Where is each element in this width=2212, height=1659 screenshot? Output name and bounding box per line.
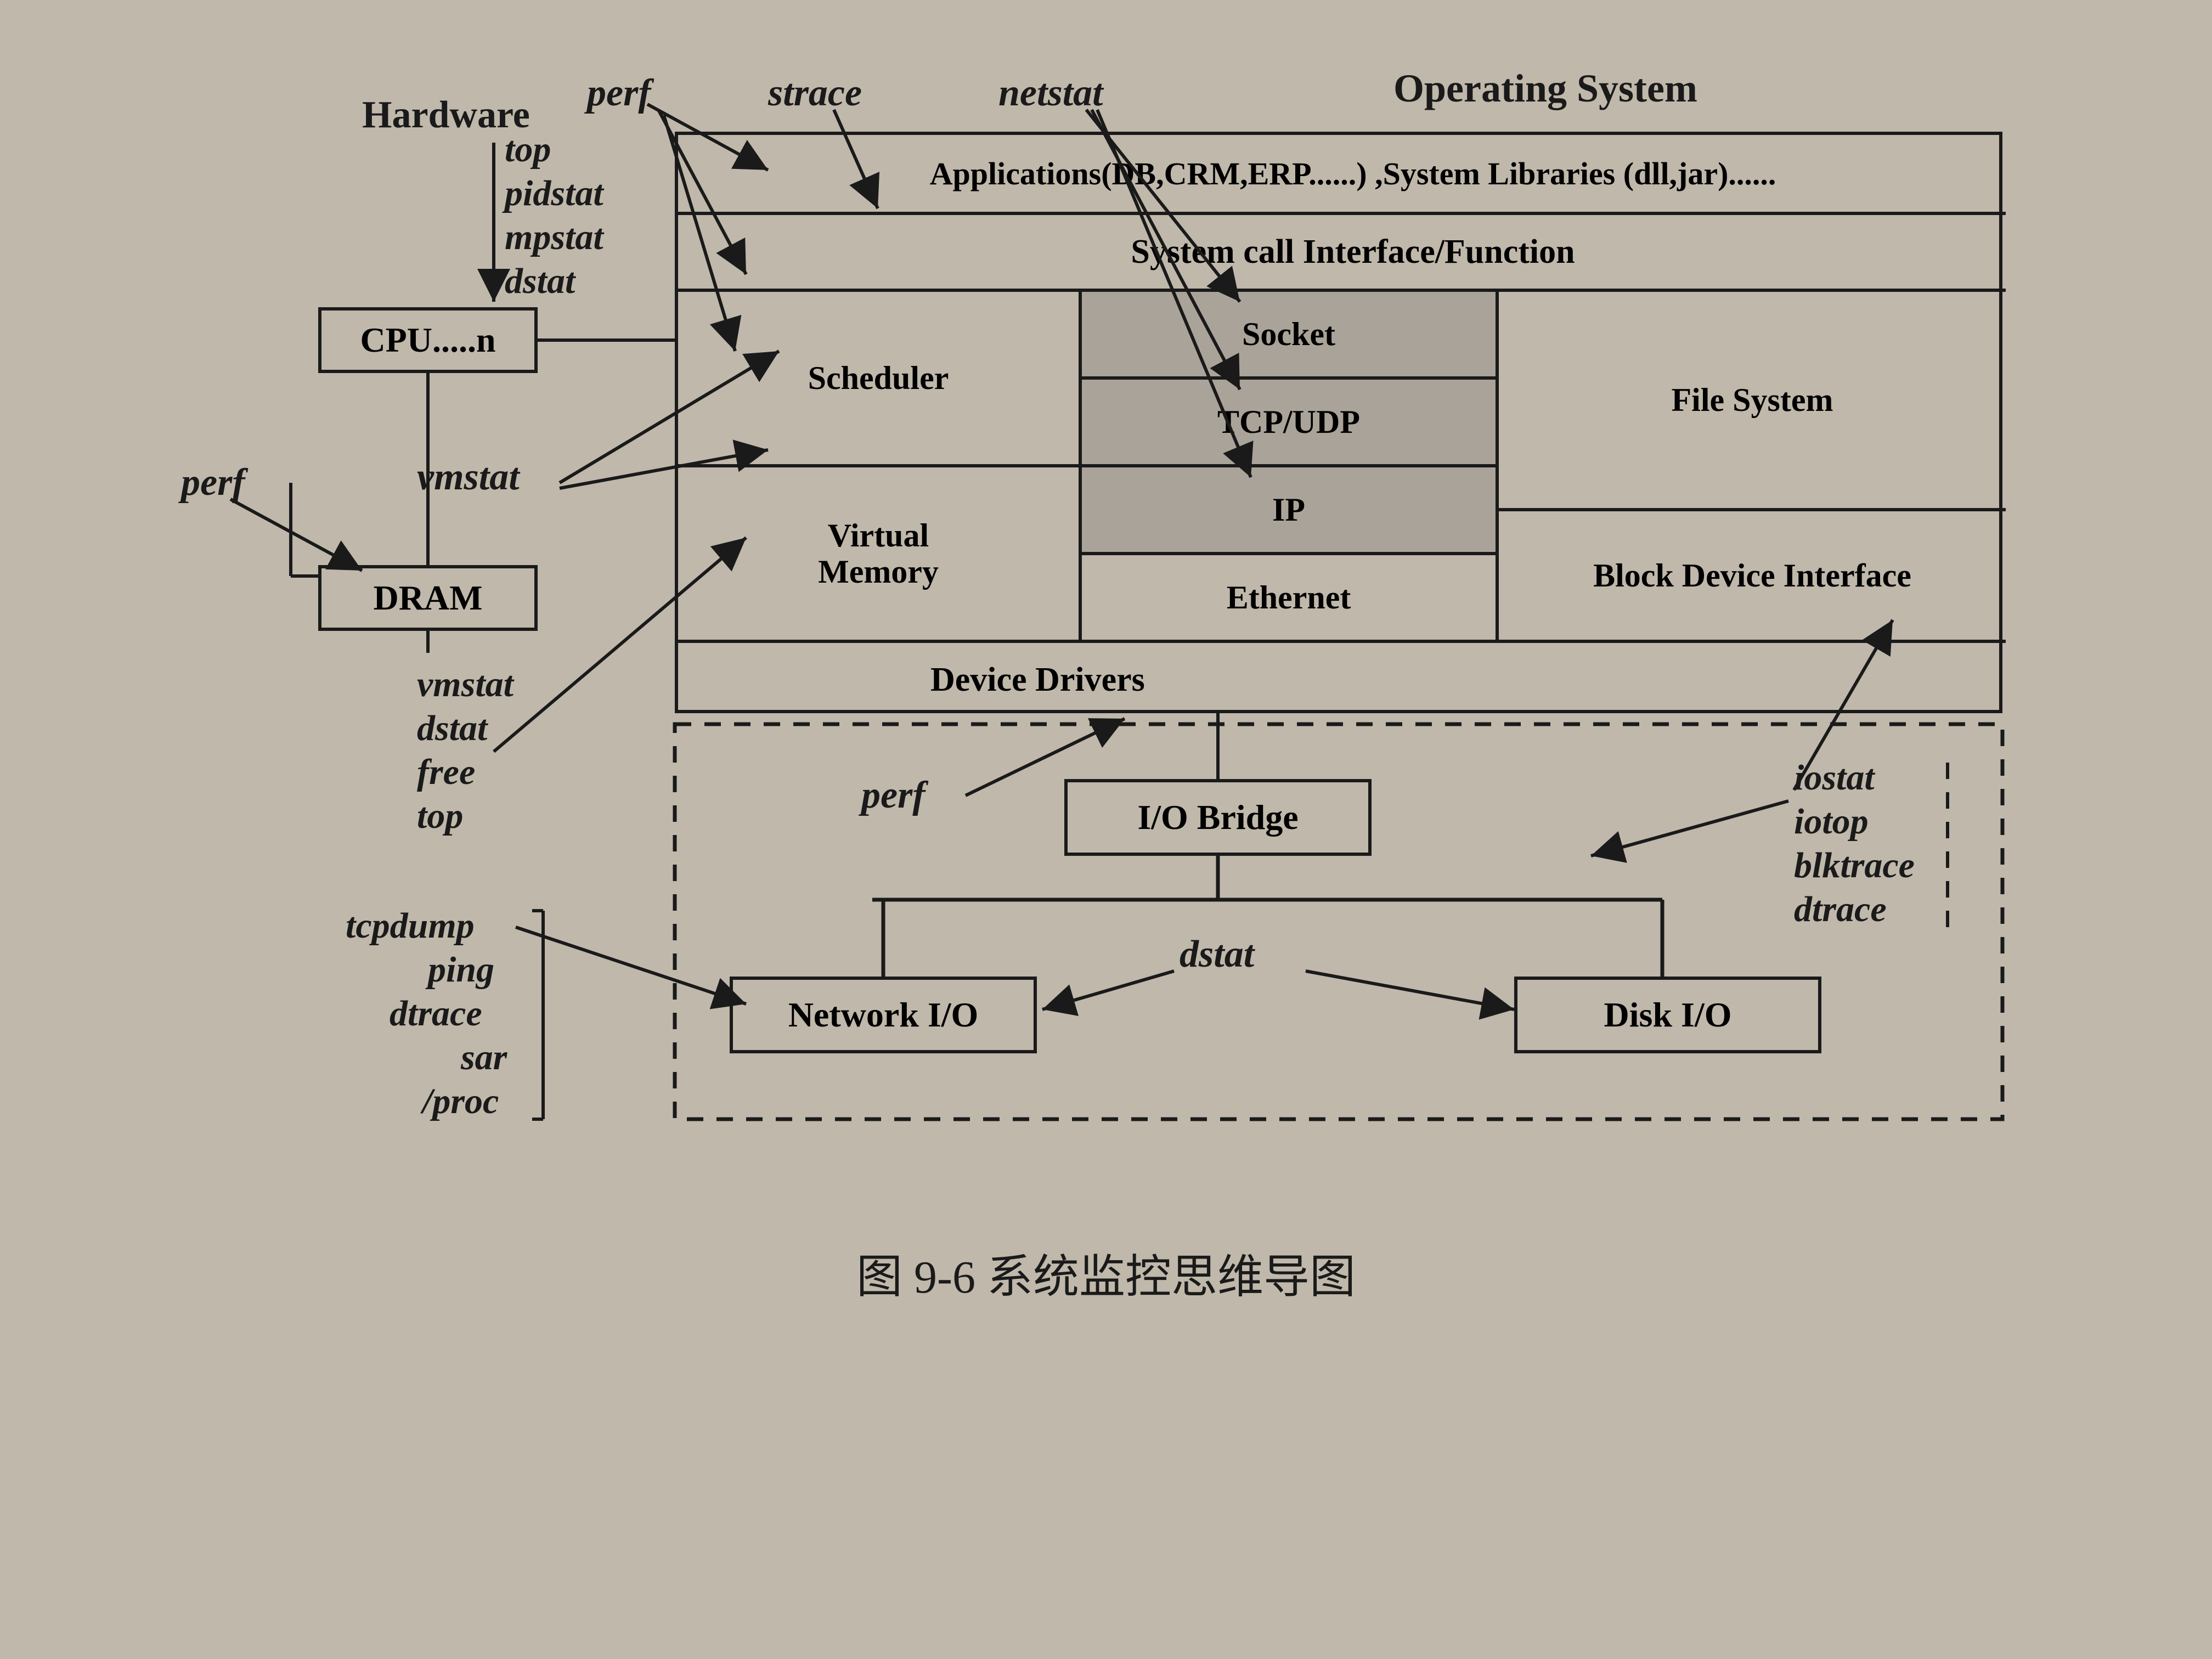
tool-label-free: free — [417, 752, 475, 793]
os-cell-0-1: Virtual Memory — [678, 464, 1079, 640]
tool-label-dstat: dstat — [505, 261, 575, 302]
network-io-box: Network I/O — [730, 977, 1037, 1053]
hw-dram-box: DRAM — [318, 565, 538, 631]
header-os: Operating System — [1393, 66, 1697, 111]
tool-label-dtrace2: dtrace — [1794, 889, 1887, 930]
tool-label-vmstat1: vmstat — [417, 455, 520, 499]
os-cell-2-0: File System — [1496, 289, 2006, 508]
os-cell-2-1: Block Device Interface — [1496, 508, 2006, 640]
tool-label-proc: /proc — [422, 1081, 499, 1122]
hw-cpu-label: CPU.....n — [360, 320, 495, 360]
tool-label-pidstat: pidstat — [505, 173, 603, 215]
io-bridge-label: I/O Bridge — [1137, 797, 1298, 838]
tool-label-strace: strace — [768, 71, 862, 115]
network-io-label: Network I/O — [788, 995, 979, 1035]
os-cell-1-0: Socket — [1079, 289, 1496, 376]
tool-label-perf_mid: perf — [861, 774, 926, 817]
tool-label-vmstat2: vmstat — [417, 664, 514, 706]
os-apps-text: Applications(DB,CRM,ERP......) ,System L… — [930, 155, 1776, 192]
tool-label-mpstat: mpstat — [505, 217, 603, 258]
os-syscall-text: System call Interface/Function — [1131, 233, 1575, 272]
hw-dram-label: DRAM — [373, 578, 482, 618]
tool-label-tcpdump: tcpdump — [346, 905, 475, 947]
os-cell-1-1: TCP/UDP — [1079, 376, 1496, 464]
os-row-syscall: System call Interface/Function — [678, 212, 2006, 289]
tool-label-perf_top: perf — [587, 71, 651, 115]
tool-label-dstat_mid: dstat — [1180, 933, 1254, 977]
hw-cpu-box: CPU.....n — [318, 307, 538, 373]
os-mid-grid: SchedulerVirtual Memory SocketTCP/UDPIPEt… — [678, 289, 2006, 640]
tool-label-sar: sar — [461, 1037, 507, 1079]
disk-io-label: Disk I/O — [1604, 995, 1732, 1035]
os-grid: Applications(DB,CRM,ERP......) ,System L… — [675, 132, 2002, 713]
os-drivers-text: Device Drivers — [930, 661, 1145, 699]
tool-label-netstat: netstat — [998, 71, 1103, 115]
tool-label-iostat: iostat — [1794, 757, 1875, 799]
disk-io-box: Disk I/O — [1514, 977, 1821, 1053]
os-row-apps: Applications(DB,CRM,ERP......) ,System L… — [678, 135, 2006, 212]
tool-label-top: top — [505, 129, 551, 171]
tool-label-dtrace: dtrace — [390, 993, 482, 1035]
figure-caption: 图 9-6 系统监控思维导图 — [110, 1240, 2102, 1306]
os-cell-1-3: Ethernet — [1079, 552, 1496, 640]
tool-label-perf_left: perf — [181, 461, 245, 505]
os-cell-0-0: Scheduler — [678, 289, 1079, 464]
os-cell-1-2: IP — [1079, 464, 1496, 552]
os-row-drivers: Device Drivers — [678, 640, 2006, 716]
tool-label-ping: ping — [428, 949, 494, 991]
tool-label-dstat2: dstat — [417, 708, 487, 749]
tool-label-top2: top — [417, 795, 463, 837]
io-bridge-box: I/O Bridge — [1064, 779, 1372, 856]
tool-label-iotop: iotop — [1794, 801, 1869, 843]
diagram-root: Hardware Operating System CPU.....n DRAM… — [110, 44, 2102, 1580]
figure-caption-text: 图 9-6 系统监控思维导图 — [856, 1252, 1356, 1303]
tool-label-blktrace: blktrace — [1794, 845, 1915, 887]
